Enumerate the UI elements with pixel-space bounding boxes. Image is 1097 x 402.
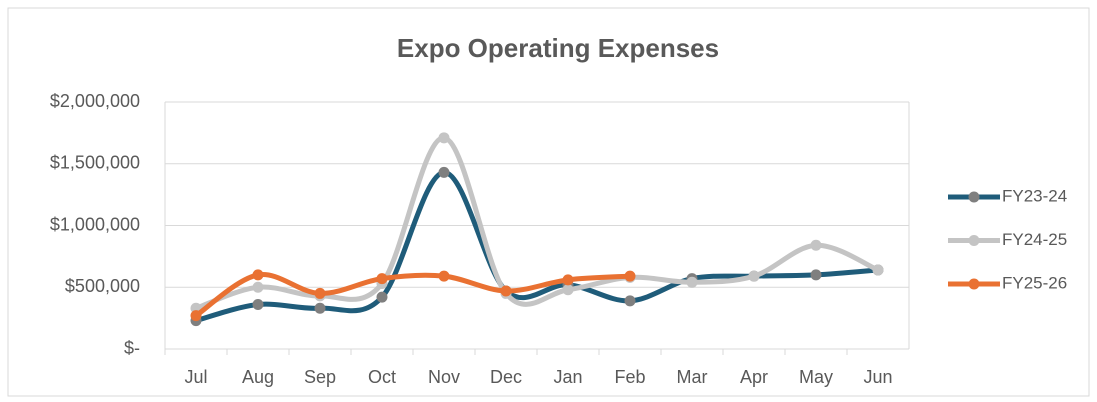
marker bbox=[872, 264, 884, 276]
legend-label: FY24-25 bbox=[1002, 230, 1067, 249]
marker bbox=[624, 295, 636, 307]
marker bbox=[314, 287, 326, 299]
x-tick-label: Sep bbox=[304, 367, 336, 387]
marker bbox=[438, 132, 450, 144]
x-tick-label: Nov bbox=[428, 367, 460, 387]
marker bbox=[810, 239, 822, 251]
marker bbox=[748, 270, 760, 282]
legend-marker bbox=[968, 191, 980, 203]
marker bbox=[438, 166, 450, 178]
legend-marker bbox=[968, 278, 980, 290]
marker bbox=[376, 291, 388, 303]
x-tick-label: Mar bbox=[677, 367, 708, 387]
x-tick-label: Aug bbox=[242, 367, 274, 387]
marker bbox=[438, 270, 450, 282]
x-tick-label: Jun bbox=[863, 367, 892, 387]
x-tick-label: May bbox=[799, 367, 833, 387]
y-tick-label: $- bbox=[124, 338, 140, 358]
marker bbox=[376, 273, 388, 285]
x-tick-label: Feb bbox=[614, 367, 645, 387]
marker bbox=[810, 269, 822, 281]
y-tick-label: $1,500,000 bbox=[50, 153, 140, 173]
y-tick-label: $500,000 bbox=[65, 276, 140, 296]
marker bbox=[686, 276, 698, 288]
legend-label: FY23-24 bbox=[1002, 186, 1067, 205]
x-tick-label: Dec bbox=[490, 367, 522, 387]
marker bbox=[500, 285, 512, 297]
marker bbox=[562, 284, 574, 296]
legend-marker bbox=[968, 235, 980, 246]
x-tick-label: Oct bbox=[368, 367, 396, 387]
marker bbox=[252, 299, 264, 311]
marker bbox=[190, 310, 202, 322]
marker bbox=[562, 274, 574, 286]
marker bbox=[252, 281, 264, 293]
legend-label: FY25-26 bbox=[1002, 273, 1067, 292]
chart-title: Expo Operating Expenses bbox=[397, 33, 719, 63]
y-tick-label: $1,000,000 bbox=[50, 214, 140, 234]
marker bbox=[314, 302, 326, 314]
x-tick-label: Jan bbox=[553, 367, 582, 387]
y-tick-label: $2,000,000 bbox=[50, 91, 140, 111]
marker bbox=[252, 269, 264, 281]
x-tick-label: Apr bbox=[740, 367, 768, 387]
chart-frame bbox=[7, 7, 1090, 397]
marker bbox=[624, 270, 636, 282]
x-tick-label: Jul bbox=[184, 367, 207, 387]
